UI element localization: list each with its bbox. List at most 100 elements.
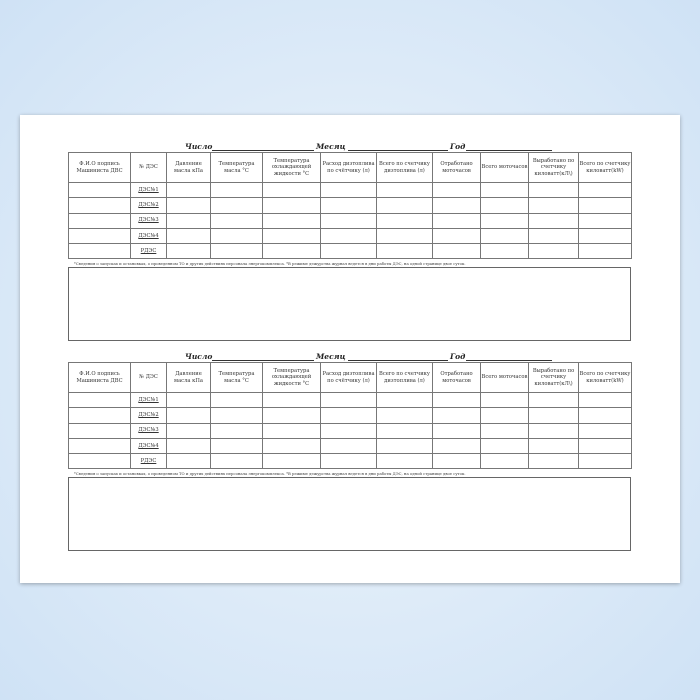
entry-cell[interactable] [320,212,377,229]
entry-cell[interactable] [166,391,211,409]
entry-cell[interactable] [166,453,211,470]
month-field[interactable] [348,142,448,151]
entry-cell[interactable] [578,453,632,470]
entry-cell[interactable] [262,181,321,199]
entry-cell[interactable] [166,181,211,199]
entry-cell[interactable] [262,422,321,439]
entry-cell[interactable] [528,212,579,229]
entry-cell[interactable] [528,453,579,470]
entry-cell[interactable] [432,227,481,245]
entry-cell[interactable] [262,227,321,245]
entry-cell[interactable] [528,437,579,455]
entry-cell[interactable] [68,212,131,229]
entry-cell[interactable] [480,422,529,439]
entry-cell[interactable] [432,197,481,214]
year-field[interactable] [466,142,552,151]
entry-cell[interactable] [376,391,433,409]
entry-cell[interactable] [376,453,433,470]
entry-cell[interactable] [432,243,481,260]
entry-cell[interactable] [528,181,579,199]
day-field[interactable] [212,142,314,151]
entry-cell[interactable] [166,437,211,455]
entry-cell[interactable] [480,227,529,245]
entry-cell[interactable] [480,407,529,424]
entry-cell[interactable] [432,453,481,470]
entry-cell[interactable] [480,197,529,214]
entry-cell[interactable] [166,227,211,245]
entry-cell[interactable] [166,197,211,214]
entry-cell[interactable] [432,391,481,409]
entry-cell[interactable] [578,212,632,229]
entry-cell[interactable] [528,243,579,260]
entry-cell[interactable] [262,197,321,214]
entry-cell[interactable] [166,407,211,424]
entry-cell[interactable] [528,391,579,409]
entry-cell[interactable] [578,422,632,439]
entry-cell[interactable] [578,407,632,424]
entry-cell[interactable] [210,453,263,470]
entry-cell[interactable] [210,437,263,455]
entry-cell[interactable] [262,453,321,470]
entry-cell[interactable] [320,422,377,439]
entry-cell[interactable] [68,407,131,424]
entry-cell[interactable] [480,181,529,199]
entry-cell[interactable] [376,407,433,424]
entry-cell[interactable] [480,437,529,455]
entry-cell[interactable] [320,243,377,260]
entry-cell[interactable] [262,437,321,455]
day-field[interactable] [212,352,314,361]
entry-cell[interactable] [320,197,377,214]
entry-cell[interactable] [262,391,321,409]
entry-cell[interactable] [578,243,632,260]
entry-cell[interactable] [480,453,529,470]
entry-cell[interactable] [68,422,131,439]
entry-cell[interactable] [376,181,433,199]
entry-cell[interactable] [578,227,632,245]
entry-cell[interactable] [210,181,263,199]
entry-cell[interactable] [376,437,433,455]
entry-cell[interactable] [376,243,433,260]
entry-cell[interactable] [262,212,321,229]
entry-cell[interactable] [166,212,211,229]
entry-cell[interactable] [262,243,321,260]
entry-cell[interactable] [68,197,131,214]
entry-cell[interactable] [432,422,481,439]
entry-cell[interactable] [210,422,263,439]
entry-cell[interactable] [262,407,321,424]
entry-cell[interactable] [166,243,211,260]
entry-cell[interactable] [376,422,433,439]
entry-cell[interactable] [320,391,377,409]
entry-cell[interactable] [210,407,263,424]
entry-cell[interactable] [578,197,632,214]
entry-cell[interactable] [68,391,131,409]
entry-cell[interactable] [68,181,131,199]
entry-cell[interactable] [376,227,433,245]
entry-cell[interactable] [320,227,377,245]
entry-cell[interactable] [432,437,481,455]
entry-cell[interactable] [210,391,263,409]
entry-cell[interactable] [528,197,579,214]
year-field[interactable] [466,352,552,361]
entry-cell[interactable] [432,181,481,199]
month-field[interactable] [348,352,448,361]
entry-cell[interactable] [68,437,131,455]
entry-cell[interactable] [68,227,131,245]
entry-cell[interactable] [528,422,579,439]
entry-cell[interactable] [320,437,377,455]
entry-cell[interactable] [210,212,263,229]
entry-cell[interactable] [376,197,433,214]
notes-box[interactable] [68,267,631,342]
entry-cell[interactable] [320,181,377,199]
entry-cell[interactable] [320,407,377,424]
entry-cell[interactable] [210,227,263,245]
entry-cell[interactable] [376,212,433,229]
entry-cell[interactable] [68,243,131,260]
entry-cell[interactable] [528,407,579,424]
entry-cell[interactable] [578,181,632,199]
entry-cell[interactable] [210,197,263,214]
entry-cell[interactable] [432,212,481,229]
notes-box[interactable] [68,477,631,552]
entry-cell[interactable] [480,212,529,229]
entry-cell[interactable] [432,407,481,424]
entry-cell[interactable] [480,391,529,409]
